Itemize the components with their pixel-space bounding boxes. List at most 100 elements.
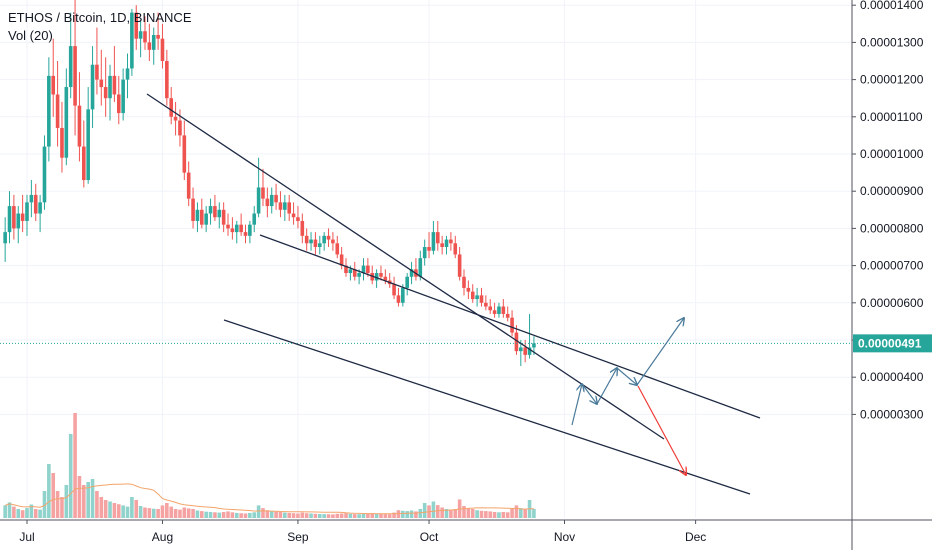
candle — [326, 228, 331, 247]
candle-body — [99, 79, 104, 88]
volume-bar — [392, 512, 396, 518]
bullish-projection-arrow-segment — [616, 367, 637, 385]
grid-lines — [0, 0, 852, 518]
candle — [20, 194, 25, 233]
volume-bar — [226, 511, 230, 518]
candle — [239, 213, 243, 236]
candle — [304, 228, 309, 251]
candle-body — [435, 232, 440, 244]
candle-body — [313, 239, 318, 247]
volume-bar — [335, 513, 340, 518]
candle — [125, 53, 130, 99]
volume-bar — [239, 513, 243, 518]
candle — [173, 101, 178, 136]
candle-body — [213, 206, 217, 218]
volume-bar — [396, 510, 401, 518]
volume-bar — [60, 497, 64, 518]
volume-bar — [296, 513, 300, 518]
volume-bar — [387, 514, 392, 518]
candle-body — [64, 87, 69, 158]
bullish-projection-arrow-segment — [596, 368, 617, 405]
candle — [73, 0, 77, 136]
candle-body — [191, 198, 195, 221]
volume-bar — [191, 509, 195, 518]
candle-body — [108, 75, 112, 99]
candle-body — [331, 239, 335, 244]
volume-bar — [64, 485, 69, 518]
candle — [29, 180, 34, 218]
candle-body — [401, 287, 405, 303]
symbol-title[interactable]: ETHOS / Bitcoin, 1D, BINANCE — [8, 10, 192, 25]
candle — [519, 340, 523, 367]
candle — [7, 191, 12, 244]
candle — [418, 250, 423, 281]
volume-bar — [68, 434, 73, 518]
candle — [309, 232, 313, 251]
volume-bar — [418, 509, 423, 518]
volume-bar — [221, 512, 226, 518]
candle — [344, 258, 348, 277]
candle — [409, 261, 414, 285]
candle — [165, 49, 169, 106]
volume-bar — [304, 513, 309, 518]
volume-indicator-label[interactable]: Vol (20) — [8, 28, 53, 43]
candle-body — [484, 302, 488, 307]
volume-bar — [217, 512, 222, 518]
candle-body — [501, 306, 506, 314]
candle-body — [514, 332, 519, 352]
volume-bar — [20, 510, 25, 518]
volume-bar — [519, 508, 523, 518]
volume-bar — [138, 506, 143, 518]
candle — [283, 194, 287, 221]
candle-body — [470, 291, 475, 300]
candle — [252, 206, 257, 233]
time-axis: Jul Aug Sep Oct Nov Dec — [0, 519, 932, 544]
volume-bar — [16, 509, 21, 518]
price-tick-label: 0.00001400 — [860, 0, 924, 12]
candle — [208, 198, 213, 225]
candle — [86, 87, 90, 184]
candle — [226, 213, 230, 236]
candle — [204, 206, 208, 233]
current-price-label: 0.00000491 — [858, 336, 922, 350]
volume-bar — [510, 509, 514, 518]
candle-body — [431, 232, 436, 251]
volume-bar — [466, 508, 471, 518]
volume-bar — [331, 514, 335, 518]
candle — [265, 187, 270, 218]
candle-body — [505, 313, 510, 318]
price-tick-label: 0.00001000 — [860, 147, 924, 161]
candle — [501, 299, 506, 318]
time-tick-label: Aug — [152, 530, 173, 544]
volume-bar — [29, 504, 34, 518]
candle — [213, 194, 217, 221]
volume-bar — [182, 507, 187, 518]
candle — [291, 202, 296, 225]
candle-body — [160, 38, 165, 61]
volume-bar — [252, 512, 257, 518]
candle-body — [361, 265, 366, 274]
candle — [366, 258, 370, 277]
volume-bar — [147, 508, 152, 518]
candle-body — [344, 265, 348, 274]
candle — [462, 269, 466, 296]
candle — [527, 313, 532, 359]
bullish-projection-arrow-segment — [581, 383, 597, 404]
volume-bar — [505, 512, 510, 518]
candle — [405, 273, 409, 296]
candle-body — [173, 116, 178, 121]
candle-body — [278, 202, 283, 210]
candle-body — [243, 232, 248, 236]
candle-body — [226, 224, 230, 229]
candle-body — [326, 235, 331, 240]
candle — [444, 235, 449, 255]
candle — [361, 258, 366, 281]
price-tick-label: 0.00000400 — [860, 370, 924, 384]
volume-bar — [278, 512, 283, 518]
volume-bar — [274, 511, 278, 518]
volume-bar — [352, 514, 357, 518]
candle-body — [449, 239, 453, 244]
candle — [134, 5, 139, 50]
